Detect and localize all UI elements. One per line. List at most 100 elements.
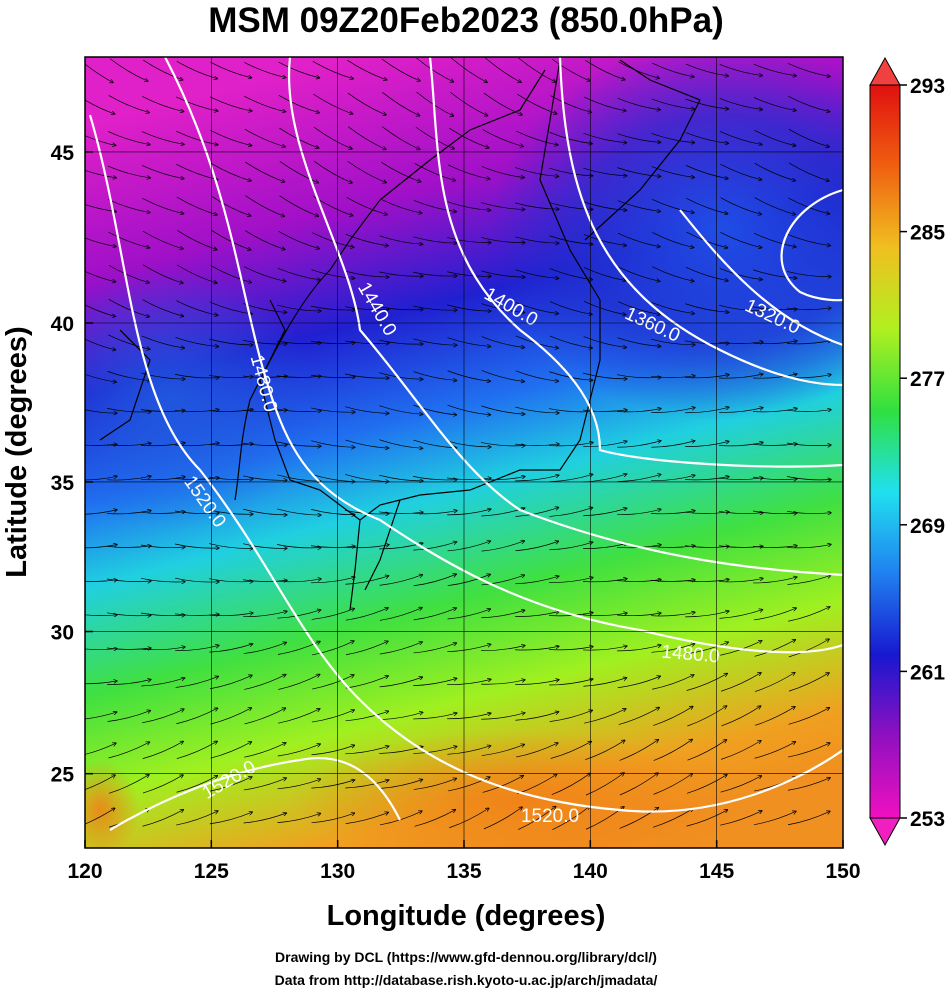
streamline: [345, 780, 388, 789]
streamline: [143, 59, 182, 80]
streamline: [413, 713, 457, 720]
streamline: [481, 370, 525, 381]
streamline: [720, 776, 762, 793]
streamline: [107, 511, 151, 515]
streamline: [277, 610, 320, 619]
streamline: [450, 91, 487, 115]
streamline: [549, 710, 593, 722]
streamline: [378, 512, 423, 514]
streamline: [481, 610, 524, 619]
streamline: [277, 267, 320, 280]
streamline: [242, 443, 287, 445]
streamline: [651, 408, 695, 413]
streamline: [617, 301, 660, 315]
streamline: [176, 811, 218, 826]
streamline: [347, 92, 386, 115]
streamline: [447, 541, 491, 552]
streamline: [483, 807, 522, 830]
streamline: [175, 543, 219, 548]
streamline: [140, 577, 185, 582]
streamline: [447, 271, 491, 277]
streamline: [85, 304, 116, 316]
streamline: [515, 541, 559, 552]
streamline: [481, 303, 524, 313]
streamline: [651, 644, 694, 653]
streamline: [583, 132, 627, 142]
streamline: [245, 195, 285, 217]
streamline: [346, 641, 388, 656]
streamline: [518, 806, 555, 830]
streamline: [515, 202, 559, 209]
streamline: [107, 476, 151, 481]
streamline: [141, 678, 184, 687]
streamline: [447, 304, 491, 311]
streamline: [142, 299, 184, 317]
streamline: [108, 231, 149, 248]
streamline: [379, 339, 423, 344]
streamline: [651, 475, 695, 482]
streamline: [515, 712, 558, 721]
streamline: [345, 746, 388, 755]
streamline: [345, 233, 388, 245]
streamline: [786, 511, 831, 513]
streamline: [515, 236, 559, 243]
streamline: [480, 442, 525, 445]
streamline: [786, 308, 831, 310]
streamline: [652, 232, 693, 247]
streamline: [549, 335, 592, 348]
streamline: [209, 644, 252, 653]
streamline: [279, 195, 319, 217]
streamline: [616, 613, 661, 617]
streamline: [242, 580, 287, 582]
streamline: [209, 812, 252, 825]
streamline: [345, 576, 388, 585]
streamline: [549, 167, 592, 176]
streamline: [788, 673, 829, 692]
streamline: [379, 474, 423, 481]
streamline: [753, 63, 796, 76]
streamline: [85, 712, 116, 720]
streamline: [481, 713, 525, 720]
streamline: [618, 61, 660, 78]
streamline: [209, 543, 253, 549]
streamline: [721, 706, 760, 727]
streamline: [379, 271, 423, 276]
streamline: [449, 127, 488, 148]
streamline: [311, 813, 355, 824]
streamline: [651, 302, 695, 313]
streamline: [278, 709, 320, 724]
streamline: [447, 609, 491, 620]
streamline: [651, 441, 695, 448]
colorbar-tick-label: 277: [910, 368, 945, 391]
streamline: [413, 305, 457, 310]
streamline: [175, 645, 219, 651]
streamline: [448, 164, 490, 179]
streamline: [652, 675, 694, 690]
contour-line: [164, 57, 843, 654]
streamline: [481, 541, 525, 552]
y-tick-label: 45: [51, 142, 75, 165]
streamline: [210, 777, 252, 792]
streamline: [141, 443, 185, 447]
streamline: [584, 709, 626, 724]
streamline: [176, 61, 217, 78]
streamline: [787, 234, 831, 245]
coastlines: [99, 59, 701, 611]
streamline: [754, 197, 796, 215]
streamline: [686, 197, 727, 213]
streamline: [652, 266, 694, 282]
streamline: [552, 806, 589, 830]
streamline: [583, 201, 626, 211]
streamline: [85, 63, 113, 82]
streamline: [210, 130, 251, 145]
streamline: [549, 577, 593, 583]
streamline: [140, 544, 185, 548]
streamline: [381, 58, 420, 81]
streamline: [208, 409, 253, 411]
streamline: [687, 740, 727, 761]
streamline: [685, 477, 729, 481]
streamline: [516, 743, 558, 758]
streamline: [108, 264, 149, 283]
streamline: [210, 96, 252, 111]
streamline: [311, 780, 354, 789]
